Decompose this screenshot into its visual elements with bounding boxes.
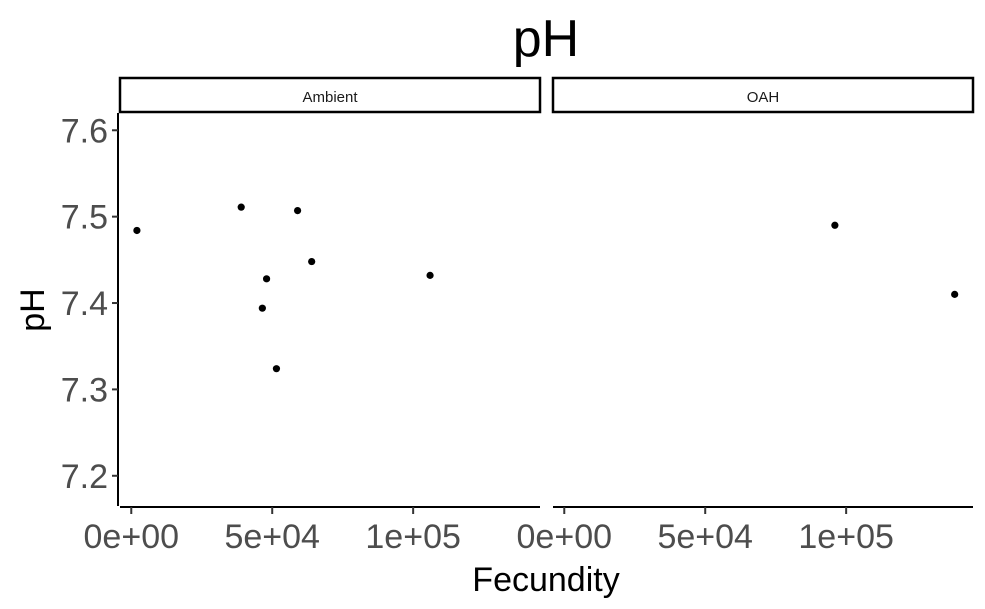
- y-tick-label: 7.2: [61, 458, 108, 496]
- x-tick-label: 1e+05: [365, 518, 461, 556]
- data-point: [951, 290, 959, 298]
- facet-panel-oah: OAH 0e+00 5e+04 1e+05: [517, 76, 975, 556]
- facet-strip-label: Ambient: [302, 89, 358, 106]
- data-point: [258, 304, 266, 312]
- data-point: [308, 257, 316, 266]
- chart-title: pH: [513, 10, 579, 68]
- x-tick-label: 0e+00: [84, 518, 180, 556]
- y-tick-label: 7.6: [61, 112, 108, 150]
- facet-strip: [118, 76, 542, 114]
- facet-strip: [551, 76, 975, 114]
- facet-panels: Ambient 0e+00 5e+04 1e+05 OAH 0e+00 5e+04 1e+05: [84, 76, 975, 556]
- data-point: [293, 207, 302, 215]
- x-tick-label: 0e+00: [517, 518, 613, 556]
- x-tick-label: 5e+04: [657, 518, 753, 556]
- data-point: [262, 275, 271, 283]
- facet-panel-ambient: Ambient 0e+00 5e+04 1e+05: [84, 76, 542, 556]
- y-axis-title: pH: [14, 288, 52, 331]
- x-tick-label: 5e+04: [224, 518, 320, 556]
- y-tick-label: 7.3: [61, 371, 108, 409]
- data-point: [272, 365, 281, 373]
- facet-strip-label: OAH: [747, 89, 780, 106]
- data-point: [831, 221, 839, 229]
- data-point: [237, 203, 245, 211]
- x-tick-label: 1e+05: [798, 518, 894, 556]
- x-axis-title: Fecundity: [472, 561, 619, 599]
- y-tick-label: 7.5: [61, 199, 108, 237]
- y-tick-label: 7.4: [61, 285, 108, 323]
- y-axis: 7.2 7.3 7.4 7.5 7.6: [61, 112, 119, 506]
- data-point: [133, 226, 141, 235]
- data-point: [426, 271, 434, 279]
